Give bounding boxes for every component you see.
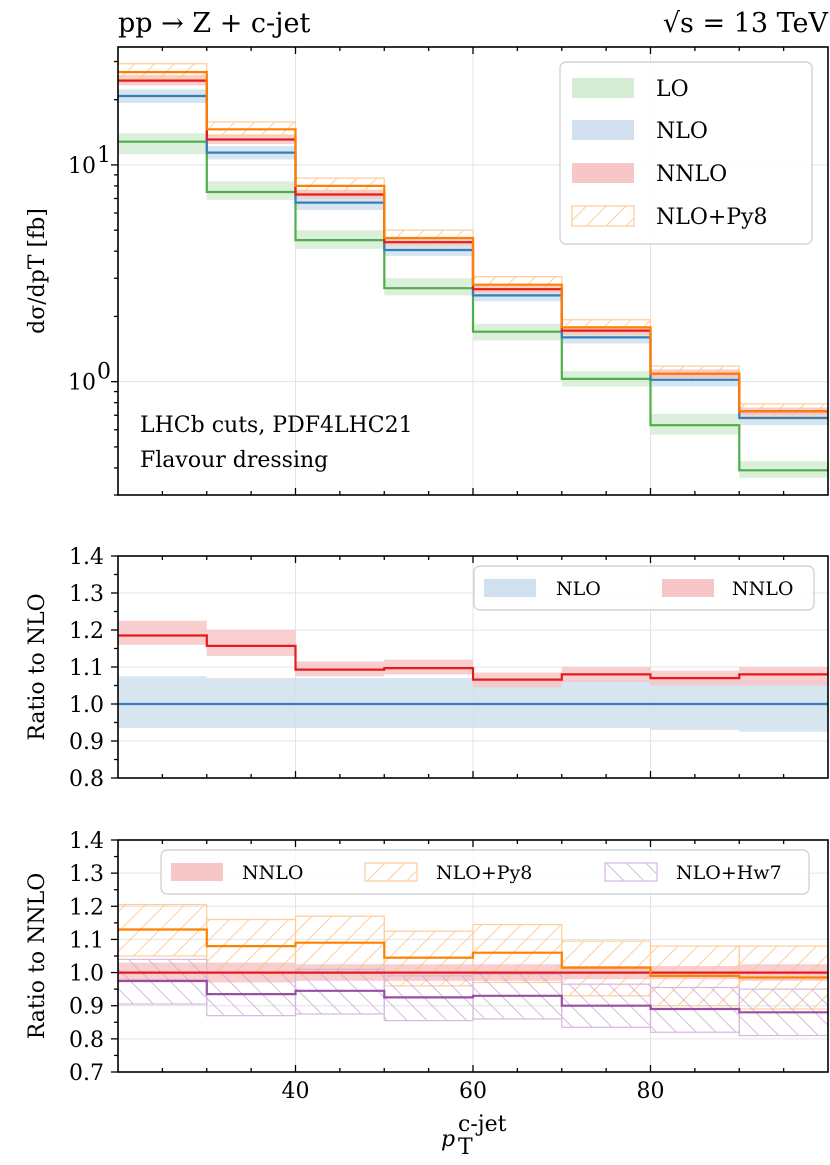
nlo-hw7-legend-swatch: [604, 862, 658, 882]
y-tick-label: 1.1: [69, 928, 104, 953]
annotation-dressing: Flavour dressing: [140, 448, 328, 473]
y-tick-label: 1.1: [69, 656, 104, 681]
legend-frame: [473, 565, 815, 611]
lo-line: [118, 140, 828, 472]
nlo-py8-legend-label: NLO+Py8: [656, 205, 768, 230]
nnlo-legend-swatch: [171, 863, 223, 881]
y-tick-label: 10: [68, 154, 96, 179]
nnlo-legend-swatch: [572, 163, 634, 183]
nnlo-band-bin: [206, 630, 296, 656]
annotation-cuts: LHCb cuts, PDF4LHC21: [140, 413, 413, 438]
legend-frame: [160, 849, 810, 895]
nnlo-legend-label: NNLO: [242, 862, 303, 884]
nlo-py8-line: [118, 928, 828, 979]
y-tick-label: 0.7: [69, 1061, 104, 1086]
nnlo-legend-swatch: [662, 579, 714, 597]
x-axis-title: p: [441, 1127, 455, 1152]
y-tick-label: 0.9: [69, 730, 104, 755]
y-tick-label-exponent: 0: [97, 360, 111, 385]
y-axis-title: Ratio to NLO: [25, 593, 50, 740]
lo-band-bin: [206, 181, 296, 200]
y-tick-label: 1.3: [69, 582, 104, 607]
process-title: pp → Z + c-jet: [118, 8, 310, 39]
y-tick-label: 1.0: [69, 962, 104, 987]
y-tick-label: 0.9: [69, 995, 104, 1020]
nlo-py8-legend-label: NLO+Py8: [436, 862, 532, 884]
nlo-legend-swatch: [572, 120, 634, 140]
ticks: [111, 839, 785, 1073]
ratio-to-nnlo-panel: 0.7 0.8 0.9 1.0 1.1 1.2 1.3 1.4 40 60 80 Ratio to N…: [25, 829, 829, 1160]
nlo-hw7-legend-label: NLO+Hw7: [676, 862, 782, 884]
nnlo-band-bin: [118, 620, 207, 645]
nlo-py8-legend-swatch: [364, 862, 418, 882]
x-tick-label: 40: [282, 1079, 310, 1104]
y-axis-title: dσ/dpT [fb]: [25, 208, 50, 334]
x-tick-label: 80: [637, 1079, 665, 1104]
nlo-band-bin: [118, 676, 207, 729]
plot-area: [118, 620, 828, 732]
legend: NLO NNLO: [473, 565, 815, 611]
lo-legend-label: LO: [656, 77, 689, 102]
y-tick-label: 1.2: [69, 895, 104, 920]
legend-frame: [559, 61, 813, 245]
legend: LO NLO NNLO NLO+Py8: [559, 61, 813, 245]
nlo-hw7-line: [118, 979, 828, 1014]
energy-label: √s = 13 TeV: [663, 8, 829, 39]
nlo-legend-swatch: [484, 579, 536, 597]
nlo-legend-label: NLO: [556, 578, 601, 600]
nnlo-line: [118, 634, 828, 681]
y-tick-label: 0.8: [69, 767, 104, 792]
nnlo-legend-label: NNLO: [656, 162, 727, 187]
plot-area: [118, 63, 828, 478]
y-axis-title: Ratio to NNLO: [25, 873, 50, 1040]
y-tick-label: 1.4: [69, 545, 104, 570]
y-tick-label: 1.4: [69, 829, 104, 854]
lo-band-bin: [384, 278, 473, 296]
x-axis-title-superscript: c-jet: [458, 1112, 507, 1137]
lo-band-bin: [118, 133, 207, 155]
ticks: [111, 47, 785, 496]
nnlo-legend-label: NNLO: [732, 578, 793, 600]
nlo-legend-label: NLO: [656, 119, 708, 144]
legend: NNLO NLO+Py8 NLO+Hw7: [160, 849, 810, 895]
y-tick-label: 1.2: [69, 619, 104, 644]
x-tick-label: 60: [459, 1079, 487, 1104]
lo-legend-swatch: [572, 78, 634, 98]
y-tick-label: 10: [68, 371, 96, 396]
y-tick-label: 1.0: [69, 693, 104, 718]
y-tick-label-exponent: 1: [97, 143, 111, 168]
ticks: [111, 555, 785, 779]
nnlo-band-bin: [739, 667, 828, 686]
y-tick-label: 0.8: [69, 1028, 104, 1053]
plot-area: [118, 904, 828, 1037]
y-tick-label: 1.3: [69, 862, 104, 887]
ratio-to-nlo-panel: 0.8 0.9 1.0 1.1 1.2 1.3 1.4 Ratio to NLO NLO NNLO: [25, 545, 829, 792]
x-axis-title-subscript: T: [458, 1135, 473, 1160]
nlo-band-bin: [739, 679, 828, 732]
nlo-py8-line: [118, 71, 828, 413]
nlo-py8-legend-swatch: [571, 205, 635, 227]
